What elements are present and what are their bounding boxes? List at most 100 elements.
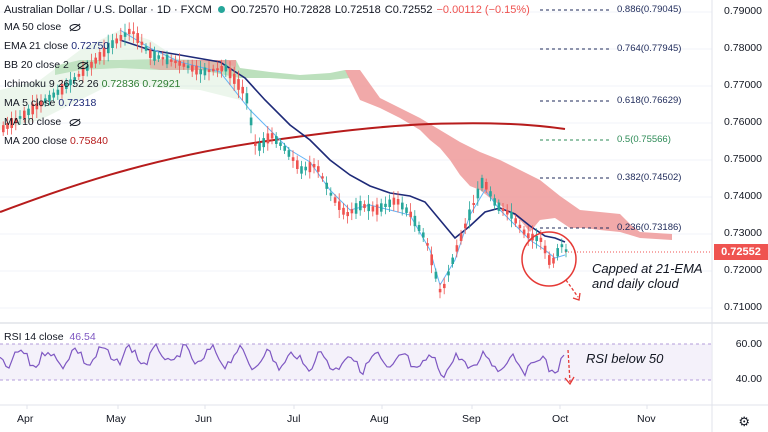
market-status-dot: [217, 6, 225, 14]
candle-body: [283, 145, 286, 151]
eye-off-icon[interactable]: [69, 23, 81, 32]
candle-body: [241, 86, 244, 94]
candle-body: [308, 162, 312, 173]
symbol-header: Australian Dollar / U.S. Dollar · 1D · F…: [4, 3, 530, 17]
candle-body: [195, 65, 198, 75]
rsi-legend[interactable]: RSI 14 close 46.54: [4, 331, 96, 343]
candle-body: [375, 204, 379, 215]
candle-body: [203, 67, 207, 76]
candle-body: [564, 249, 568, 252]
eye-off-icon[interactable]: [69, 118, 81, 127]
candle-body: [52, 92, 55, 98]
candle-body: [6, 122, 9, 129]
annotation-arrow-main: [565, 279, 579, 298]
candle-body: [317, 166, 320, 172]
time-tick: Apr: [17, 413, 34, 425]
candle-body: [527, 233, 530, 239]
indicator-label: MA 10 close: [4, 116, 62, 128]
candle-body: [388, 199, 391, 208]
candle-body: [350, 209, 354, 214]
rsi-tick: 60.00: [735, 338, 762, 350]
candle-body: [485, 181, 488, 190]
candle-body: [27, 108, 30, 116]
ohlc-change: −0.00112 (−0.15%): [436, 4, 530, 16]
candle-body: [476, 188, 480, 199]
candle-body: [359, 201, 362, 211]
candle-body: [35, 103, 39, 110]
candle-body: [115, 38, 118, 44]
candle-body: [136, 33, 139, 43]
indicator-ma10[interactable]: MA 10 close: [4, 116, 81, 129]
eye-off-icon[interactable]: [77, 61, 89, 70]
candle-body: [60, 84, 64, 95]
price-candles: [2, 22, 568, 299]
candle-body: [14, 117, 18, 123]
candle-body: [18, 116, 22, 119]
price-tick: 0.72000: [724, 264, 762, 276]
candle-body: [501, 207, 505, 212]
time-tick: Jul: [287, 413, 301, 425]
candle-body: [497, 202, 501, 211]
time-tick: Sep: [462, 413, 481, 425]
fib-label: 0.764(0.77945): [617, 43, 682, 54]
highlight-circle: [521, 231, 577, 287]
indicator-ma50[interactable]: MA 50 close: [4, 21, 81, 34]
indicator-bb20[interactable]: BB 20 close 2: [4, 59, 89, 72]
price-tick: 0.71000: [724, 301, 762, 313]
time-tick: Jun: [195, 413, 212, 425]
symbol-title[interactable]: Australian Dollar / U.S. Dollar · 1D · F…: [4, 4, 212, 16]
candle-body: [10, 118, 13, 129]
indicator-ichimoku[interactable]: Ichimoku 9 26 52 26 0.72836 0.72921: [4, 78, 180, 91]
candle-body: [380, 203, 383, 212]
candle-body: [422, 232, 425, 238]
candle-body: [522, 229, 526, 235]
annotation-main: Capped at 21-EMA and daily cloud: [592, 261, 703, 291]
candle-body: [535, 235, 538, 242]
ohlc-low: L0.72518: [334, 4, 381, 16]
candle-body: [304, 166, 307, 171]
price-axis[interactable]: 0.79000 0.78000 0.77000 0.76000 0.75000 …: [712, 0, 768, 412]
candle-body: [451, 257, 454, 265]
candle-body: [514, 218, 517, 224]
indicator-value: 0.72836 0.72921: [101, 78, 181, 90]
time-tick: Oct: [552, 413, 569, 425]
candle-body: [296, 160, 299, 169]
candle-body: [73, 77, 76, 81]
candle-body: [86, 65, 89, 71]
candle-body: [258, 142, 261, 151]
candle-body: [468, 209, 471, 221]
indicator-ma200[interactable]: MA 200 close 0.75840: [4, 135, 108, 148]
time-tick: May: [106, 413, 126, 425]
fib-label: 0.382(0.74502): [617, 172, 682, 183]
candle-body: [81, 67, 85, 76]
candle-body: [48, 94, 51, 101]
candle-body: [237, 79, 240, 90]
candle-body: [165, 54, 169, 65]
candle-body: [94, 57, 97, 64]
candle-body: [413, 215, 417, 227]
rsi-tick: 40.00: [735, 373, 762, 385]
last-price-badge: 0.72552: [714, 244, 768, 260]
candle-body: [455, 245, 459, 252]
price-tick: 0.78000: [724, 42, 762, 54]
candle-body: [90, 61, 93, 68]
candle-body: [518, 224, 522, 229]
candle-body: [430, 254, 433, 266]
indicator-ema21[interactable]: EMA 21 close 0.72750: [4, 40, 109, 53]
indicator-ma5[interactable]: MA 5 close 0.72318: [4, 97, 96, 110]
candle-body: [438, 288, 442, 293]
time-tick: Nov: [637, 413, 656, 425]
candle-body: [300, 166, 303, 174]
gear-icon[interactable]: ⚙: [738, 414, 750, 429]
time-tick: Aug: [370, 413, 389, 425]
candle-body: [216, 68, 219, 71]
candle-body: [426, 243, 429, 246]
candle-body: [560, 244, 564, 248]
candle-body: [279, 142, 282, 146]
candle-body: [510, 211, 513, 219]
candle-body: [149, 49, 152, 58]
candle-body: [539, 237, 543, 242]
candle-body: [207, 69, 211, 73]
fib-label: 0.886(0.79045): [617, 4, 682, 15]
